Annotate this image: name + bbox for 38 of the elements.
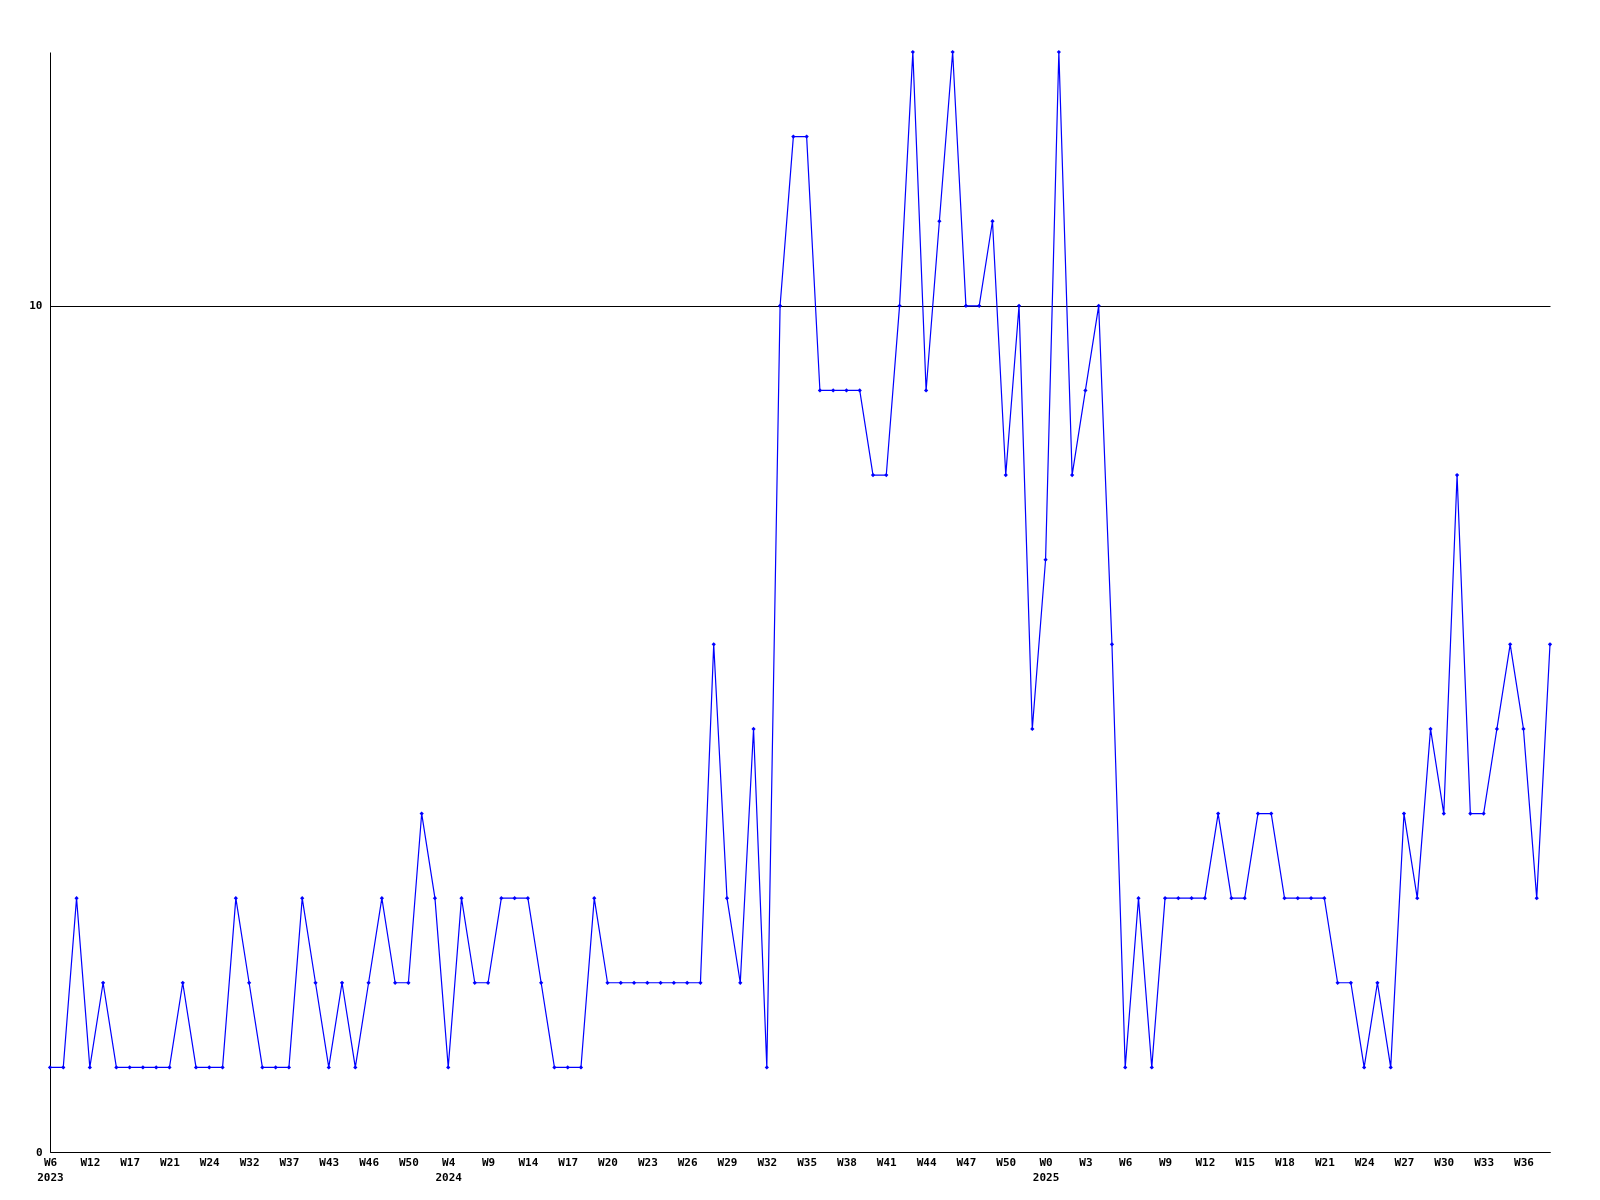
x-tick-label: W9 <box>481 1155 496 1169</box>
x-tick-label: W41 <box>876 1155 898 1169</box>
x-tick-label: W17 <box>558 1155 579 1169</box>
x-tick-label: W37 <box>279 1155 300 1169</box>
x-tick-label: W24 <box>199 1155 221 1169</box>
x-tick-label: W12 <box>1195 1155 1216 1169</box>
x-tick-label: W29 <box>717 1155 738 1169</box>
x-tick-label: W6 <box>1119 1155 1133 1169</box>
x-tick-label: W50 <box>398 1155 419 1169</box>
x-tick-label: W33 <box>1474 1155 1495 1169</box>
x-tick-label: W27 <box>1394 1155 1415 1169</box>
x-tick-label: W17 <box>120 1155 141 1169</box>
x-tick-label: W35 <box>797 1155 818 1169</box>
x-tick-label: W23 <box>637 1155 658 1169</box>
x-tick-label: W50 <box>996 1155 1017 1169</box>
x-tick-label: W14 <box>518 1155 539 1169</box>
x-tick-label: W21 <box>1314 1155 1336 1169</box>
x-tick-label: W0 2025 <box>1032 1155 1060 1184</box>
x-tick-label: W21 <box>160 1155 181 1169</box>
x-tick-label: W30 <box>1434 1155 1455 1169</box>
x-tick-label: W4 2024 <box>435 1155 463 1184</box>
x-tick-label: W18 <box>1275 1155 1295 1169</box>
x-tick-label: W3 <box>1079 1155 1093 1169</box>
x-tick-label: W32 <box>239 1155 260 1169</box>
y-tick-label: 10 <box>29 299 43 313</box>
x-tick-label: W38 <box>837 1155 857 1169</box>
x-tick-label: W24 <box>1354 1155 1375 1169</box>
x-tick-label: W12 <box>80 1155 101 1169</box>
x-tick-label: W15 <box>1235 1155 1256 1169</box>
x-tick-label: W20 <box>598 1155 618 1169</box>
x-tick-label: W9 <box>1158 1155 1173 1169</box>
x-tick-label: W47 <box>956 1155 977 1169</box>
x-tick-label: W26 <box>677 1155 698 1169</box>
x-tick-label: W32 <box>757 1155 778 1169</box>
x-tick-label: W46 <box>359 1155 380 1169</box>
x-tick-label: W43 <box>319 1155 340 1169</box>
x-tick-label: W36 <box>1514 1155 1535 1169</box>
x-tick-label: W44 <box>916 1155 937 1169</box>
